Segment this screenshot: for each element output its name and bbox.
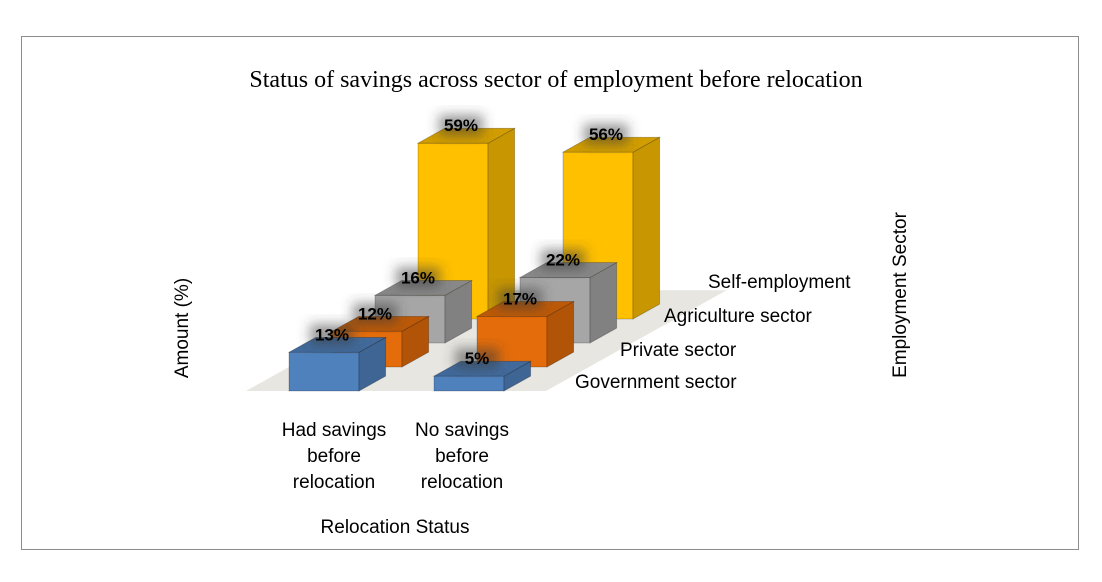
data-label-shadow: [540, 249, 585, 270]
data-label: 17%: [503, 289, 537, 308]
data-label-shadow: [395, 267, 440, 288]
category-axis-labels: Had savings before relocation No savings bef…: [282, 420, 509, 493]
data-label: 5%: [465, 349, 490, 368]
depth-axis-label: Private sector: [620, 340, 737, 361]
chart-title: Status of savings across sector of emplo…: [249, 67, 862, 93]
labels-layer: 59% 56% 16% 22% 12% 17% 13% 5%: [309, 115, 628, 369]
bar-side: [632, 136, 661, 320]
z-axis-title: Employment Sector: [890, 211, 911, 377]
data-label: 22%: [546, 250, 580, 269]
bar: [287, 336, 388, 392]
data-label: 56%: [589, 125, 623, 144]
data-label-shadow: [454, 348, 499, 369]
bar-front: [433, 375, 505, 392]
data-label-shadow: [497, 288, 542, 309]
data-label-shadow: [352, 303, 397, 324]
data-label-shadow: [309, 324, 354, 345]
data-label: 16%: [401, 268, 435, 287]
depth-axis-label: Agriculture sector: [664, 306, 813, 327]
category-axis-label: Had savings before relocation: [282, 420, 387, 493]
depth-axis-label: Government sector: [575, 372, 737, 393]
data-label: 59%: [444, 116, 478, 135]
bar-front: [288, 351, 360, 392]
depth-axis-labels: Government sector Private sector Agricultu…: [575, 272, 851, 393]
data-label-shadow: [583, 124, 628, 145]
depth-axis-label: Self-employment: [708, 272, 851, 293]
y-axis-title: Amount (%): [172, 278, 193, 378]
x-axis-title: Relocation Status: [321, 517, 470, 538]
data-label: 13%: [315, 325, 349, 344]
category-axis-label: No savings before relocation: [415, 420, 509, 493]
data-label-shadow: [438, 115, 483, 136]
data-label: 12%: [358, 304, 392, 323]
